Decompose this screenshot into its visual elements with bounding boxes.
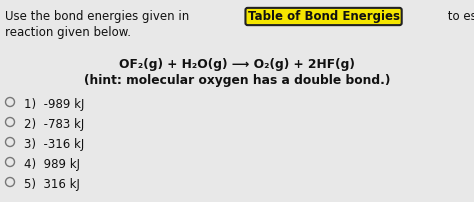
Text: 5)  316 kJ: 5) 316 kJ bbox=[24, 178, 80, 191]
Text: reaction given below.: reaction given below. bbox=[5, 26, 131, 39]
Text: 1)  -989 kJ: 1) -989 kJ bbox=[24, 98, 84, 111]
Text: OF₂(g) + H₂O(g) ⟶ O₂(g) + 2HF(g): OF₂(g) + H₂O(g) ⟶ O₂(g) + 2HF(g) bbox=[119, 58, 355, 71]
Text: Table of Bond Energies: Table of Bond Energies bbox=[247, 10, 400, 23]
Text: 4)  989 kJ: 4) 989 kJ bbox=[24, 158, 80, 171]
Text: to estimate the ΔH° for the: to estimate the ΔH° for the bbox=[444, 10, 474, 23]
Text: Use the bond energies given in: Use the bond energies given in bbox=[5, 10, 193, 23]
Text: 2)  -783 kJ: 2) -783 kJ bbox=[24, 118, 84, 131]
Text: (hint: molecular oxygen has a double bond.): (hint: molecular oxygen has a double bon… bbox=[84, 74, 390, 87]
Text: 3)  -316 kJ: 3) -316 kJ bbox=[24, 138, 84, 151]
